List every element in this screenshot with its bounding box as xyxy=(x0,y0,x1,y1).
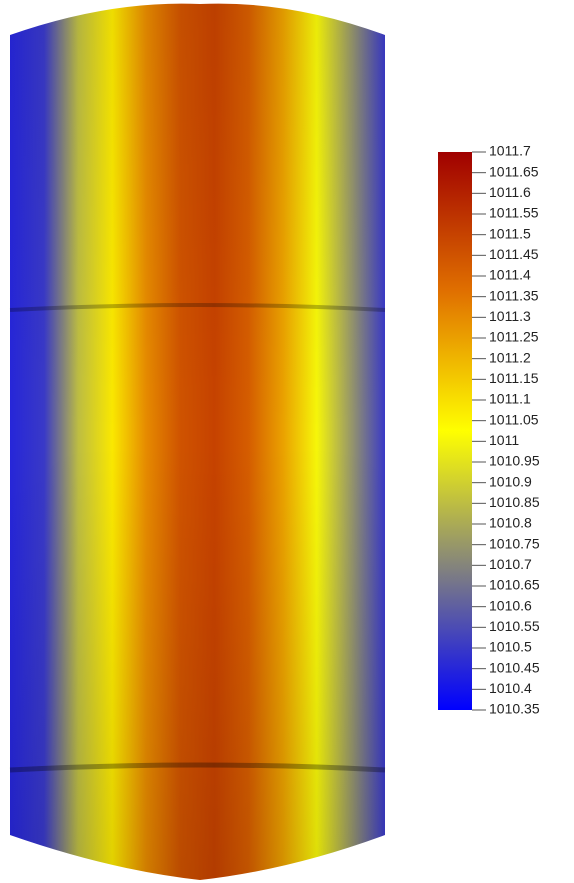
colorbar-tick-label: 1011.25 xyxy=(489,329,539,345)
colorbar xyxy=(438,152,472,710)
colorbar-tick-label: 1010.75 xyxy=(489,535,540,551)
colorbar-tick-label: 1011 xyxy=(489,432,519,448)
colorbar-tick-label: 1011.05 xyxy=(489,411,539,427)
colorbar-tick-label: 1011.7 xyxy=(489,143,531,159)
colorbar-tick-label: 1010.55 xyxy=(489,618,540,634)
colorbar-tick-label: 1010.5 xyxy=(489,639,532,655)
colorbar-tick-label: 1011.55 xyxy=(489,205,539,221)
colorbar-tick-label: 1011.2 xyxy=(489,349,531,365)
colorbar-tick-label: 1011.5 xyxy=(489,225,531,241)
colorbar-tick-label: 1010.95 xyxy=(489,453,540,469)
colorbar-tick-label: 1010.6 xyxy=(489,597,532,613)
colorbar-tick-label: 1010.8 xyxy=(489,515,532,531)
surface xyxy=(9,3,386,881)
surface-seam xyxy=(9,303,386,312)
colorbar-tick-label: 1011.35 xyxy=(489,287,539,303)
colorbar-tick-label: 1010.9 xyxy=(489,473,532,489)
surface-shading xyxy=(10,3,385,881)
colorbar-tick-label: 1010.45 xyxy=(489,659,540,675)
colorbar-tick-label: 1010.35 xyxy=(489,701,540,717)
colorbar-tick-label: 1011.65 xyxy=(489,163,539,179)
surface-seam xyxy=(9,762,386,773)
colorbar-tick-label: 1011.3 xyxy=(489,308,531,324)
colorbar-tick-label: 1011.45 xyxy=(489,246,539,262)
colorbar-tick-label: 1010.4 xyxy=(489,680,532,696)
colorbar-tick-label: 1010.85 xyxy=(489,494,540,510)
colorbar-tick-label: 1011.4 xyxy=(489,267,531,283)
colorbar-tick-label: 1010.7 xyxy=(489,556,532,572)
colorbar-tick-label: 1011.1 xyxy=(489,391,531,407)
colorbar-tick-label: 1011.6 xyxy=(489,184,531,200)
colorbar-tick-label: 1011.15 xyxy=(489,370,539,386)
colorbar-tick-label: 1010.65 xyxy=(489,577,540,593)
